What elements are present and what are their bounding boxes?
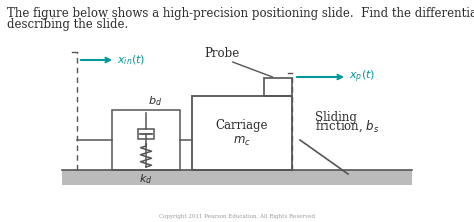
Text: describing the slide.: describing the slide. — [7, 18, 128, 31]
Bar — [62, 170, 412, 185]
Bar — [192, 96, 292, 170]
Bar — [264, 78, 292, 96]
Text: Probe: Probe — [204, 47, 240, 60]
Text: Sliding: Sliding — [315, 111, 357, 124]
Text: $m_c$: $m_c$ — [233, 135, 251, 148]
Text: Carriage: Carriage — [216, 119, 268, 133]
Bar — [138, 129, 154, 139]
Text: friction, $b_s$: friction, $b_s$ — [315, 119, 380, 134]
Text: $x_p(t)$: $x_p(t)$ — [349, 69, 375, 85]
Text: Copyright 2011 Pearson Education. All Rights Reserved: Copyright 2011 Pearson Education. All Ri… — [159, 214, 315, 219]
Bar — [112, 110, 180, 170]
Text: $x_{in}(t)$: $x_{in}(t)$ — [117, 53, 146, 67]
Text: $k_d$: $k_d$ — [139, 172, 153, 186]
Text: $b_d$: $b_d$ — [148, 94, 162, 108]
Text: The figure below shows a high-precision positioning slide.  Find the differentia: The figure below shows a high-precision … — [7, 7, 474, 20]
